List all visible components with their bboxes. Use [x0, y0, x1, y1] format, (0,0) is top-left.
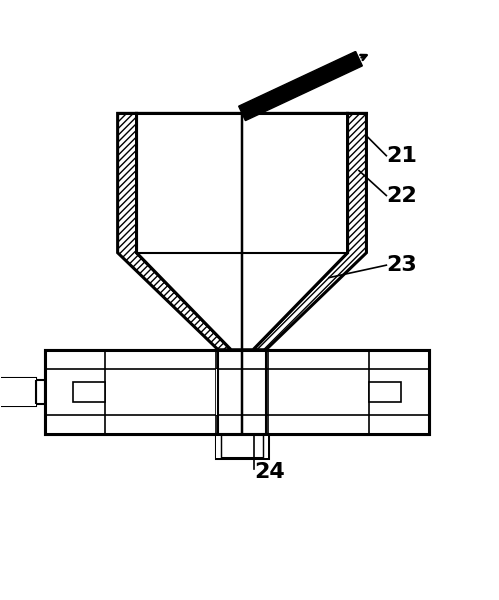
Bar	[45, 415, 429, 434]
Bar	[216, 434, 221, 458]
Bar	[369, 382, 401, 402]
Polygon shape	[239, 52, 362, 121]
Bar	[263, 434, 268, 458]
Text: 22: 22	[386, 185, 417, 206]
Bar	[73, 382, 105, 402]
Bar	[369, 368, 429, 415]
Text: 21: 21	[386, 146, 417, 166]
Bar	[0, 377, 35, 406]
Bar	[0, 404, 35, 406]
Text: 24: 24	[254, 461, 285, 482]
Bar	[45, 350, 429, 434]
Bar	[105, 368, 216, 415]
Bar	[45, 350, 429, 368]
Polygon shape	[118, 113, 231, 350]
Bar	[35, 380, 45, 404]
Bar	[268, 368, 369, 415]
Bar	[216, 368, 218, 415]
Bar	[45, 368, 105, 415]
Polygon shape	[253, 113, 366, 350]
Bar	[0, 377, 35, 380]
Bar	[216, 434, 268, 458]
Bar	[45, 350, 429, 434]
Text: 23: 23	[386, 255, 417, 275]
Polygon shape	[137, 113, 347, 350]
